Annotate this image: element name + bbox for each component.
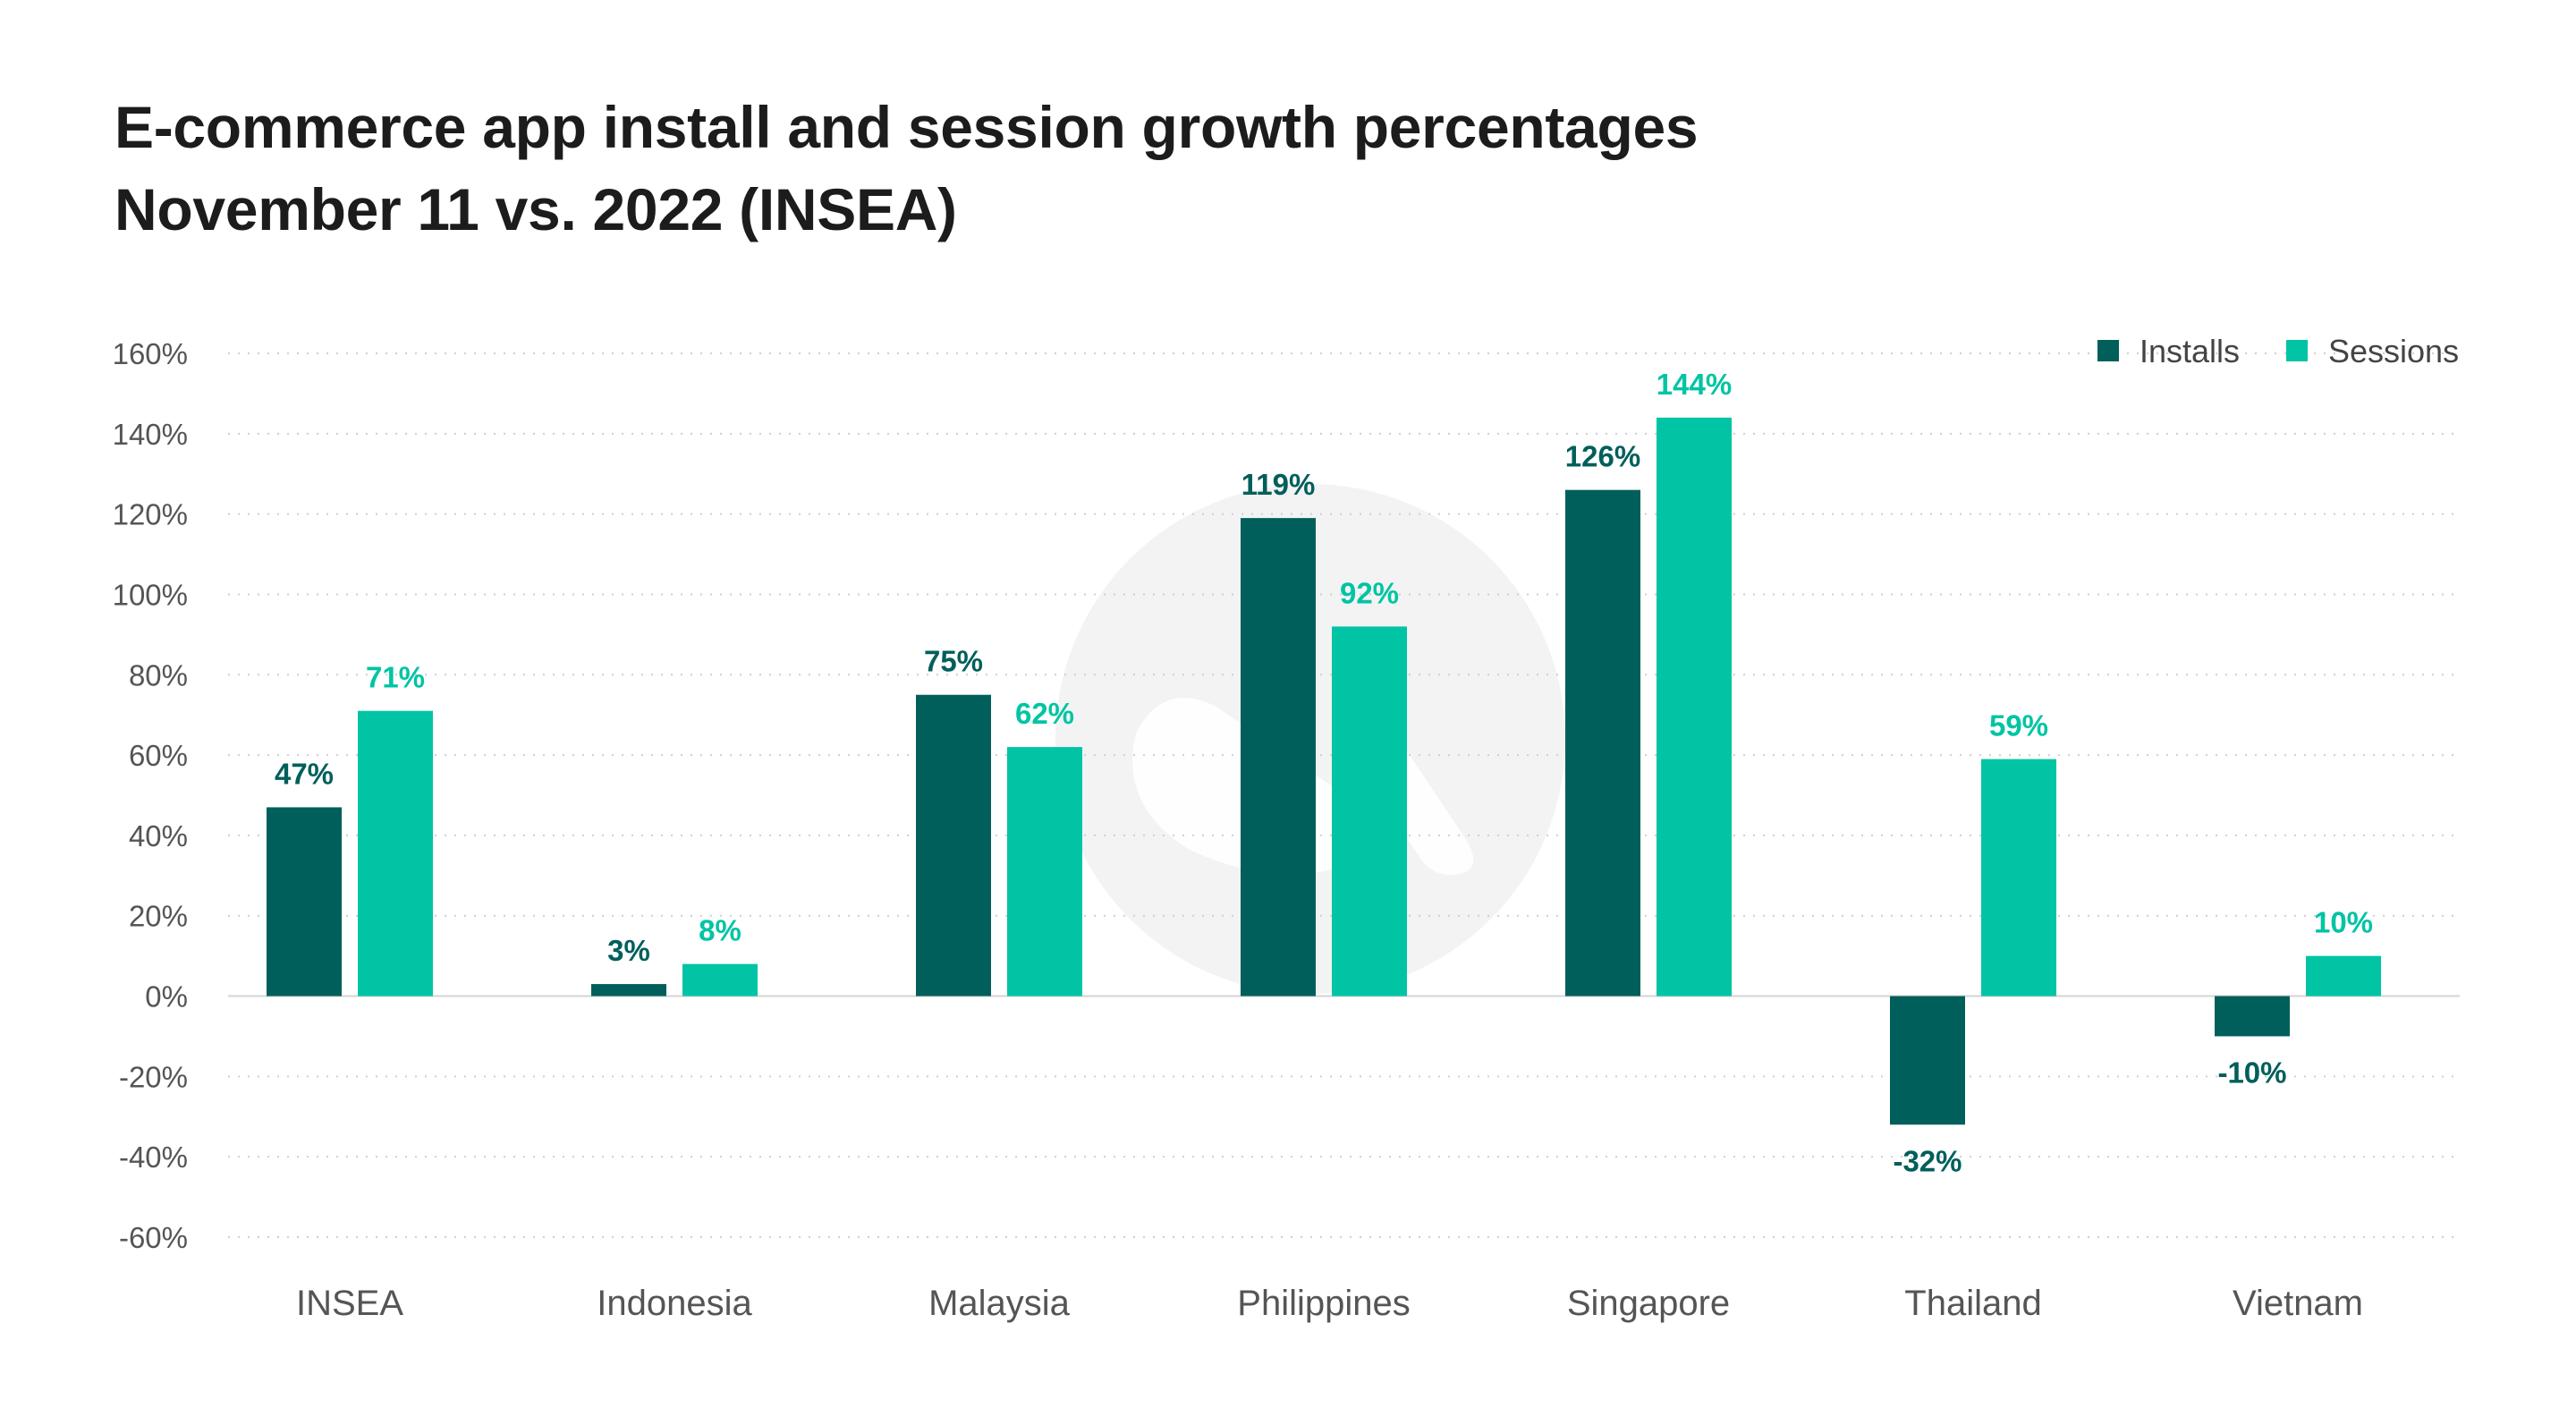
data-label-installs: -10% (2217, 1056, 2286, 1089)
bar-installs (2215, 996, 2290, 1037)
y-tick-label: 160% (113, 337, 188, 370)
data-labels: 47% 71% 3% 8% 75% 62% 119% 92% 126% 144% -32% 59% -1… (275, 368, 2373, 1177)
bar-installs (1241, 518, 1316, 997)
x-category-label: Malaysia (928, 1284, 1071, 1323)
bar-sessions (358, 710, 433, 997)
bar-sessions (682, 963, 758, 997)
x-category-label: Philippines (1237, 1284, 1410, 1323)
data-label-sessions: 71% (366, 661, 425, 694)
bar-installs (1565, 489, 1640, 997)
y-tick-label: -60% (119, 1221, 188, 1254)
y-tick-label: 120% (113, 498, 188, 531)
x-axis: INSEA Indonesia Malaysia Philippines Singapo… (296, 1284, 2363, 1323)
data-label-sessions: 10% (2314, 906, 2373, 939)
legend: Installs Sessions (2097, 333, 2459, 369)
legend-swatch-installs (2097, 340, 2119, 361)
y-axis: 160% 140% 120% 100% 80% 60% 40% 20% 0% -20% -40% -6… (113, 337, 188, 1254)
chart-title-block: E-commerce app install and session growt… (114, 86, 1699, 250)
chart-title: E-commerce app install and session growt… (114, 94, 1699, 160)
bars (267, 417, 2381, 1125)
y-tick-label: 0% (145, 980, 188, 1014)
bar-sessions (1657, 417, 1732, 997)
y-tick-label: -20% (119, 1060, 188, 1093)
bar-installs (267, 807, 342, 997)
bar-sessions (2306, 955, 2381, 997)
bar-sessions (1332, 626, 1407, 997)
legend-swatch-sessions (2286, 340, 2308, 361)
x-category-label: Thailand (1904, 1284, 2041, 1323)
y-tick-label: 80% (129, 658, 188, 691)
x-category-label: Singapore (1567, 1284, 1730, 1323)
data-label-installs: 3% (607, 934, 650, 967)
legend-label-installs: Installs (2140, 333, 2240, 369)
x-category-label: Indonesia (597, 1284, 752, 1323)
y-tick-label: 40% (129, 819, 188, 852)
y-tick-label: 100% (113, 578, 188, 611)
bar-installs (916, 694, 991, 997)
x-category-label: Vietnam (2233, 1284, 2363, 1323)
y-tick-label: 60% (129, 739, 188, 772)
bar-installs (591, 984, 666, 997)
data-label-sessions: 92% (1340, 576, 1399, 609)
y-tick-label: 20% (129, 900, 188, 933)
x-category-label: INSEA (296, 1284, 403, 1323)
data-label-installs: 47% (275, 757, 334, 790)
legend-label-sessions: Sessions (2328, 333, 2459, 369)
data-label-sessions: 59% (1989, 709, 2048, 742)
data-label-installs: -32% (1893, 1144, 1962, 1177)
y-tick-label: 140% (113, 418, 188, 451)
y-tick-label: -40% (119, 1141, 188, 1174)
chart-subtitle: November 11 vs. 2022 (INSEA) (114, 176, 957, 242)
data-label-installs: 119% (1241, 468, 1316, 501)
data-label-sessions: 144% (1657, 368, 1732, 401)
bar-sessions (1981, 759, 2056, 997)
data-label-sessions: 8% (699, 914, 741, 947)
data-label-installs: 126% (1565, 440, 1640, 473)
data-label-installs: 75% (924, 645, 983, 678)
bar-installs (1890, 996, 1965, 1125)
data-label-sessions: 62% (1015, 697, 1074, 730)
bar-sessions (1007, 747, 1082, 997)
